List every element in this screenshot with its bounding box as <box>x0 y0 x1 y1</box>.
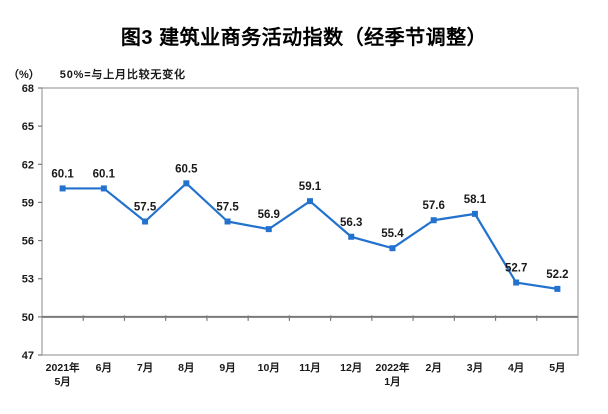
x-axis-category-label: 6月 <box>96 362 112 374</box>
data-point-label: 60.1 <box>93 168 116 180</box>
data-point-label: 59.1 <box>299 181 322 193</box>
x-axis-category-label: 4月 <box>508 362 524 374</box>
data-point-marker <box>59 185 66 192</box>
data-point-label: 57.6 <box>422 200 444 212</box>
x-axis-category-label: 12月 <box>340 362 362 374</box>
data-point-label: 56.9 <box>258 209 280 221</box>
data-point-marker <box>142 218 149 225</box>
data-point-label: 52.7 <box>505 263 527 275</box>
data-point-label: 57.5 <box>134 202 157 214</box>
data-point-marker <box>389 245 396 252</box>
data-point-label: 56.3 <box>340 217 362 229</box>
x-axis-category-label: 7月 <box>137 362 153 374</box>
y-axis-tick-label: 62 <box>22 159 34 171</box>
data-point-label: 55.4 <box>381 228 404 240</box>
data-point-label: 52.2 <box>546 269 568 281</box>
reference-note-label: 50%=与上月比较无变化 <box>59 69 186 81</box>
x-axis-category-label: 5月 <box>549 362 565 374</box>
data-point-marker <box>265 226 272 233</box>
data-point-marker <box>100 185 107 192</box>
data-point-marker <box>183 180 190 187</box>
data-point-marker <box>224 218 231 225</box>
x-axis-category-label: 11月 <box>299 362 321 374</box>
y-axis-tick-label: 47 <box>22 350 34 362</box>
y-axis-tick-label: 50 <box>22 312 34 324</box>
x-axis-category-label: 8月 <box>178 362 194 374</box>
data-point-marker <box>430 217 437 224</box>
x-axis-category-label: 2月 <box>426 362 442 374</box>
x-axis-category-label: 9月 <box>219 362 235 374</box>
x-axis-category-label: 5月 <box>54 376 70 388</box>
y-axis-tick-label: 59 <box>22 197 34 209</box>
x-axis-category-label: 2022年 <box>376 361 410 374</box>
chart-title: 图3 建筑业商务活动指数（经季节调整） <box>120 27 488 49</box>
data-point-label: 60.1 <box>51 168 74 180</box>
x-axis-category-label: 3月 <box>467 362 483 374</box>
data-point-label: 60.5 <box>175 163 198 175</box>
y-axis-tick-label: 65 <box>22 121 34 133</box>
axis-note: （%） 50%=与上月比较无变化 <box>8 66 186 82</box>
y-axis-unit-label: （%） <box>8 69 40 81</box>
x-axis-category-label: 1月 <box>384 376 400 388</box>
plot-border <box>41 87 579 356</box>
y-axis-tick-label: 53 <box>22 274 34 286</box>
data-point-marker <box>513 279 520 286</box>
data-point-marker <box>471 210 478 217</box>
data-point-label: 58.1 <box>464 194 487 206</box>
x-axis-category-label: 10月 <box>258 362 280 374</box>
data-point-label: 57.5 <box>216 202 239 214</box>
data-point-marker <box>554 285 561 292</box>
y-axis-tick-label: 56 <box>22 236 34 248</box>
x-axis-category-label: 2021年 <box>46 361 80 374</box>
y-axis-tick-label: 68 <box>22 83 34 95</box>
data-point-marker <box>348 233 355 240</box>
data-point-marker <box>307 198 313 205</box>
